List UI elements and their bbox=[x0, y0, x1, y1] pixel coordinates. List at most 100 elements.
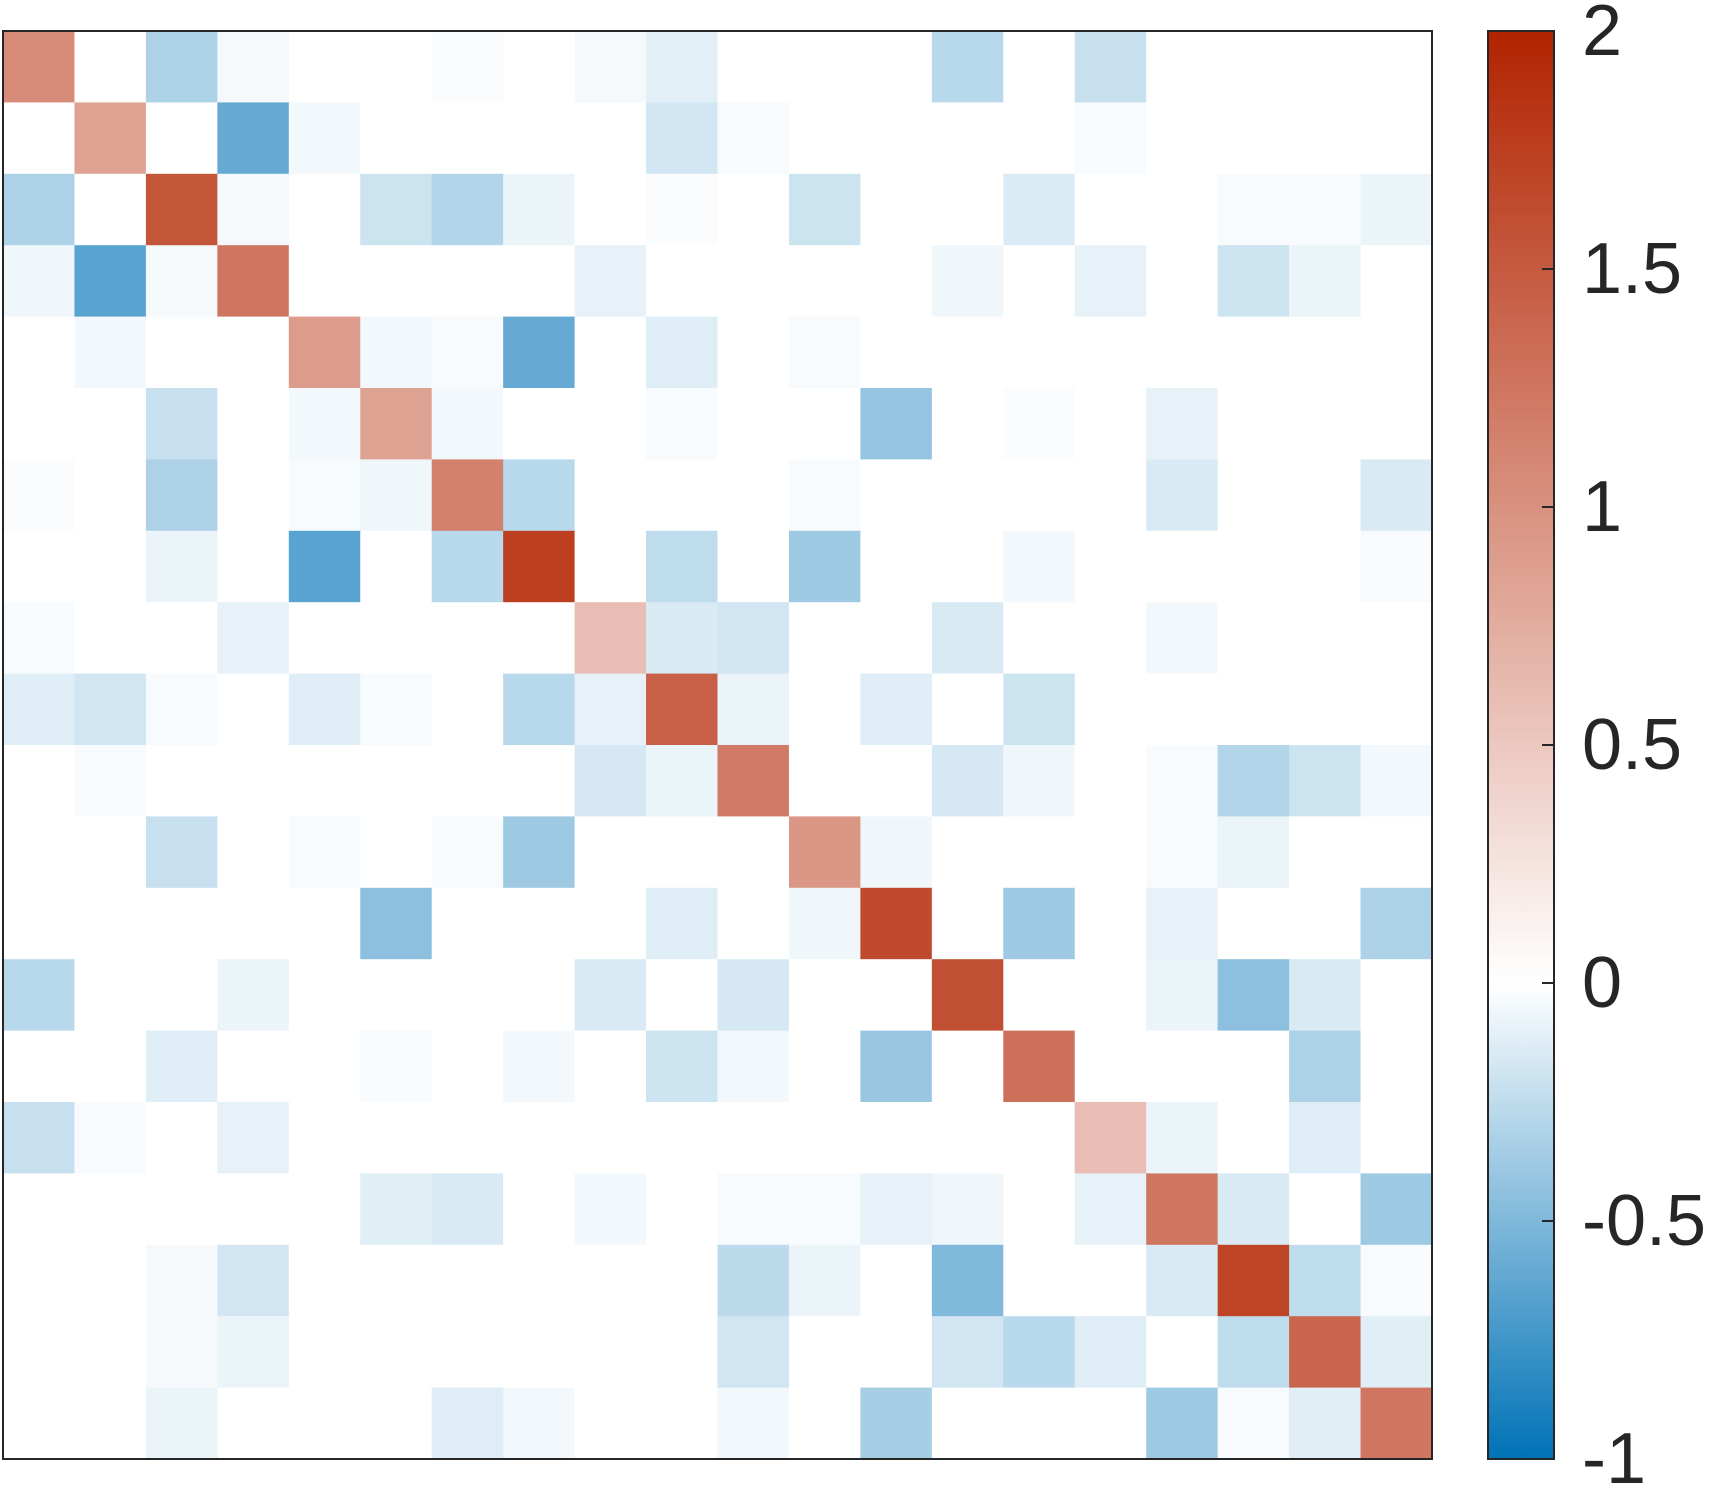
heatmap-cell bbox=[360, 745, 433, 817]
heatmap-cell bbox=[3, 1173, 76, 1246]
colorbar-tick-label: -1 bbox=[1582, 1419, 1646, 1491]
heatmap-cell bbox=[860, 388, 933, 460]
heatmap-cell bbox=[1289, 173, 1362, 246]
heatmap-cell bbox=[931, 1387, 1004, 1460]
heatmap-cell bbox=[145, 1173, 218, 1246]
heatmap-cell bbox=[1289, 1102, 1362, 1174]
heatmap-cell bbox=[431, 316, 504, 389]
heatmap-cell bbox=[931, 959, 1004, 1032]
heatmap-cell bbox=[1003, 1173, 1076, 1246]
heatmap-cell bbox=[217, 745, 290, 817]
heatmap-cell bbox=[288, 31, 361, 103]
heatmap-cell bbox=[788, 887, 861, 960]
heatmap-cell bbox=[3, 459, 76, 532]
heatmap-cell bbox=[931, 459, 1004, 532]
heatmap-cell bbox=[360, 887, 433, 960]
heatmap-cell bbox=[574, 1173, 647, 1246]
heatmap-cell bbox=[860, 673, 933, 746]
heatmap-cell bbox=[431, 1244, 504, 1317]
heatmap-cell bbox=[503, 816, 576, 889]
heatmap-cell bbox=[646, 1244, 719, 1317]
heatmap-cell bbox=[717, 102, 790, 175]
heatmap-cell bbox=[931, 816, 1004, 889]
heatmap-cell bbox=[145, 530, 218, 603]
heatmap-cell bbox=[431, 602, 504, 675]
heatmap-cell bbox=[503, 887, 576, 960]
heatmap-cell bbox=[431, 1316, 504, 1389]
heatmap-cell bbox=[3, 887, 76, 960]
heatmap-cell bbox=[646, 530, 719, 603]
heatmap-cell bbox=[1146, 173, 1219, 246]
heatmap-cell bbox=[145, 1102, 218, 1174]
heatmap-cell bbox=[860, 31, 933, 103]
heatmap-cell bbox=[860, 530, 933, 603]
heatmap-cell bbox=[74, 1173, 147, 1246]
heatmap-cell bbox=[1003, 816, 1076, 889]
heatmap-cell bbox=[431, 388, 504, 460]
heatmap-cell bbox=[788, 1030, 861, 1103]
heatmap-cell bbox=[74, 673, 147, 746]
heatmap-cell bbox=[145, 745, 218, 817]
heatmap-cell bbox=[717, 959, 790, 1032]
heatmap-cell bbox=[931, 1316, 1004, 1389]
heatmap-cell bbox=[860, 887, 933, 960]
heatmap-cell bbox=[717, 316, 790, 389]
heatmap-cell bbox=[1146, 1316, 1219, 1389]
heatmap-cell bbox=[717, 1030, 790, 1103]
heatmap-cells bbox=[3, 31, 1433, 1460]
heatmap-cell bbox=[1360, 745, 1433, 817]
heatmap-cell bbox=[3, 1030, 76, 1103]
heatmap-cell bbox=[503, 1173, 576, 1246]
heatmap-cell bbox=[646, 173, 719, 246]
heatmap-cell bbox=[1146, 1102, 1219, 1174]
heatmap-cell bbox=[3, 959, 76, 1032]
heatmap-cell bbox=[1217, 1244, 1290, 1317]
heatmap-cell bbox=[646, 1387, 719, 1460]
heatmap-cell bbox=[646, 245, 719, 318]
heatmap-cell bbox=[788, 1102, 861, 1174]
heatmap-cell bbox=[1360, 1316, 1433, 1389]
heatmap-cell bbox=[1074, 173, 1147, 246]
heatmap-cell bbox=[503, 1244, 576, 1317]
heatmap-cell bbox=[431, 173, 504, 246]
heatmap-cell bbox=[1289, 31, 1362, 103]
heatmap-cell bbox=[217, 1030, 290, 1103]
heatmap-cell bbox=[3, 745, 76, 817]
heatmap-cell bbox=[1146, 530, 1219, 603]
heatmap-cell bbox=[931, 1244, 1004, 1317]
heatmap-cell bbox=[1217, 816, 1290, 889]
heatmap-cell bbox=[1360, 102, 1433, 175]
heatmap-cell bbox=[574, 1387, 647, 1460]
heatmap-cell bbox=[431, 1030, 504, 1103]
heatmap-cell bbox=[1146, 816, 1219, 889]
heatmap-cell bbox=[74, 745, 147, 817]
heatmap-cell bbox=[360, 459, 433, 532]
heatmap-cell bbox=[217, 316, 290, 389]
heatmap-cell bbox=[646, 959, 719, 1032]
heatmap-cell bbox=[431, 1387, 504, 1460]
heatmap-cell bbox=[431, 816, 504, 889]
heatmap-cell bbox=[217, 1387, 290, 1460]
heatmap-cell bbox=[74, 816, 147, 889]
heatmap-cell bbox=[1003, 887, 1076, 960]
heatmap-cell bbox=[788, 745, 861, 817]
heatmap-cell bbox=[860, 459, 933, 532]
heatmap-cell bbox=[1289, 1244, 1362, 1317]
heatmap-cell bbox=[574, 1316, 647, 1389]
heatmap-cell bbox=[288, 459, 361, 532]
heatmap-cell bbox=[145, 602, 218, 675]
heatmap-cell bbox=[74, 459, 147, 532]
heatmap-cell bbox=[574, 1102, 647, 1174]
heatmap-cell bbox=[1146, 887, 1219, 960]
heatmap-cell bbox=[1146, 245, 1219, 318]
heatmap-cell bbox=[1146, 1030, 1219, 1103]
heatmap-cell bbox=[360, 1102, 433, 1174]
colorbar-tick-label: -0.5 bbox=[1582, 1181, 1706, 1261]
heatmap-cell bbox=[574, 887, 647, 960]
heatmap-cell bbox=[431, 102, 504, 175]
plot-frame bbox=[2, 30, 1433, 1460]
heatmap-cell bbox=[717, 1102, 790, 1174]
heatmap-cell bbox=[431, 530, 504, 603]
heatmap-cell bbox=[503, 173, 576, 246]
heatmap-cell bbox=[717, 1387, 790, 1460]
